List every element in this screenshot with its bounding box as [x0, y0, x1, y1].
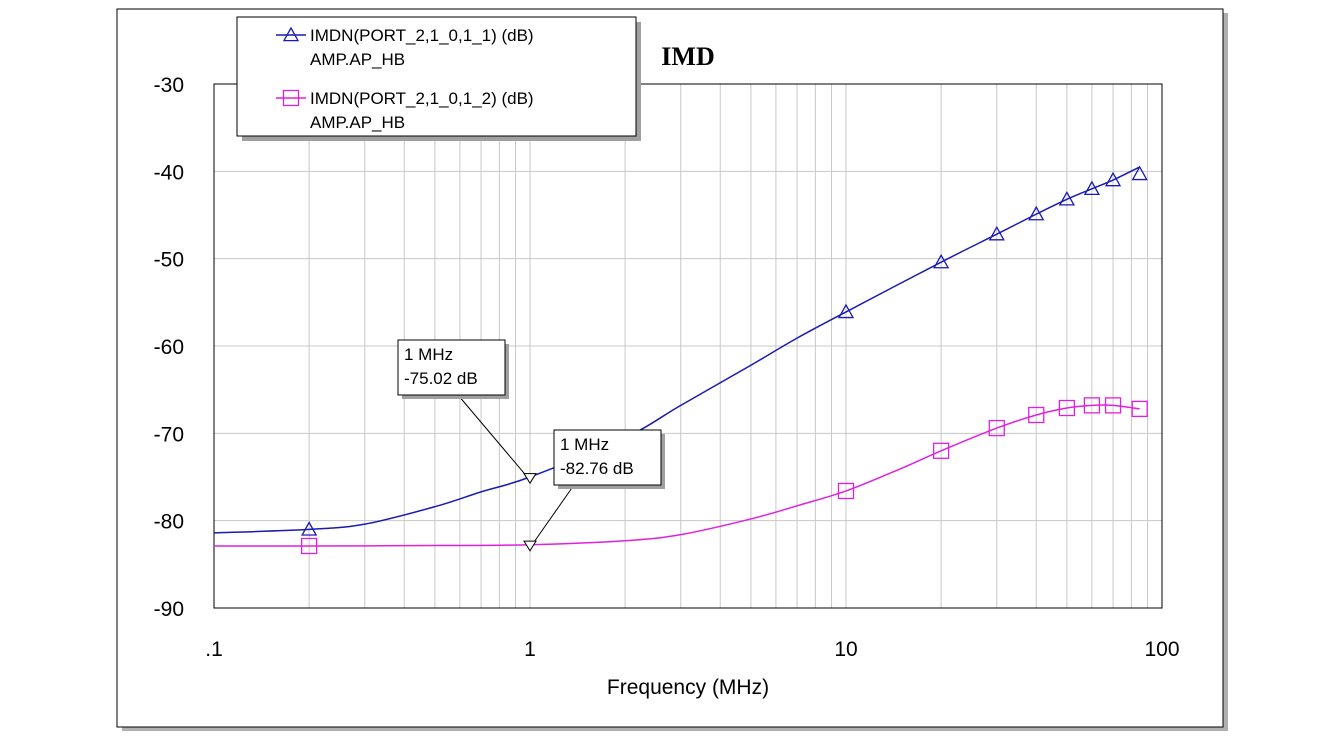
marker-annotation: 1 MHz -75.02 dB [397, 339, 537, 485]
x-axis-title: Frequency (MHz) [607, 676, 769, 699]
y-tick-label: -50 [154, 249, 184, 272]
y-tick-label: -80 [154, 511, 184, 534]
legend-box [236, 16, 637, 137]
y-tick-label: -70 [154, 423, 184, 446]
annotation-leader-line [457, 394, 531, 481]
annotation-box [553, 429, 662, 486]
data-point [1083, 180, 1101, 196]
annotation-value: -82.76 dB [560, 459, 634, 478]
data-point [933, 253, 950, 269]
legend-entry: IMDN(PORT_2,1_0,1_2) (dB) AMP.AP_HB [276, 89, 534, 132]
y-tick-label: -90 [154, 598, 184, 621]
data-point [1058, 190, 1075, 206]
x-tick-label: 100 [1144, 638, 1179, 661]
data-point [988, 419, 1005, 437]
series-line [213, 404, 1140, 547]
data-point [1104, 171, 1122, 187]
data-point [1083, 397, 1101, 414]
legend: IMDN(PORT_2,1_0,1_1) (dB)AMP.AP_HBIMDN(P… [236, 16, 641, 141]
legend-series-name: IMDN(PORT_2,1_0,1_1) (dB) [310, 26, 534, 45]
y-tick-label: -40 [154, 161, 184, 184]
data-point [932, 442, 950, 459]
triangle-marker-icon [282, 26, 300, 42]
data-point [1058, 399, 1076, 417]
annotation-frequency: 1 MHz [560, 435, 609, 454]
annotation-leader-line [529, 484, 575, 549]
plot-border [213, 83, 1163, 609]
x-tick-label: 10 [834, 638, 857, 661]
data-point [1131, 165, 1148, 181]
series-layer [213, 165, 1148, 555]
marker-annotation: 1 MHz -82.76 dB [523, 429, 665, 552]
data-point [988, 225, 1005, 241]
legend-series-name: IMDN(PORT_2,1_0,1_2) (dB) [310, 89, 534, 108]
legend-series-source: AMP.AP_HB [310, 113, 405, 132]
data-point [300, 537, 318, 555]
tick-labels: .1 1 10 100 -90 -80 -70 -60 -50 -40 -30 [154, 74, 1180, 661]
annotation-marker-icon[interactable] [523, 540, 537, 552]
series-line [213, 166, 1141, 534]
data-point [837, 303, 855, 319]
data-point [1131, 400, 1148, 418]
annotation-box [397, 339, 506, 396]
data-point [1028, 205, 1045, 221]
annotation-frequency: 1 MHz [404, 345, 453, 364]
legend-entry: IMDN(PORT_2,1_0,1_1) (dB) AMP.AP_HB [276, 26, 534, 69]
square-marker-icon [282, 89, 300, 107]
series-2 [213, 397, 1148, 555]
data-point [301, 521, 318, 536]
legend-series-source: AMP.AP_HB [310, 50, 405, 69]
data-point [837, 482, 855, 500]
series-1 [213, 165, 1148, 536]
data-point [1028, 406, 1045, 424]
x-tick-label: .1 [205, 638, 223, 661]
y-tick-label: -30 [154, 74, 184, 97]
marker-annotations: 1 MHz -75.02 dB 1 MHz -82.76 dB [397, 339, 665, 552]
annotation-marker-icon[interactable] [523, 473, 537, 485]
chart-title: IMD [661, 42, 714, 71]
annotation-value: -75.02 dB [404, 369, 478, 388]
y-tick-label: -60 [154, 336, 184, 359]
x-tick-label: 1 [524, 638, 536, 661]
data-point [1104, 397, 1122, 414]
